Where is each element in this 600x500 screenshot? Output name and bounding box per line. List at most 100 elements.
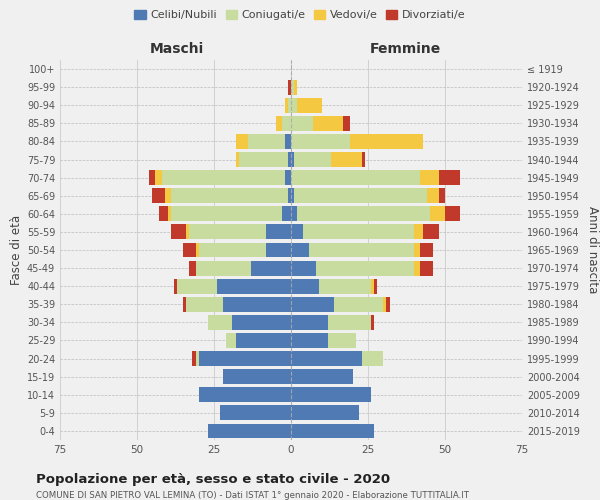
Bar (291, 333, 328, 348)
Bar (383, 297, 386, 312)
Bar (282, 206, 291, 221)
Bar (266, 242, 291, 258)
Bar (232, 315, 291, 330)
Bar (183, 242, 196, 258)
Bar (421, 170, 439, 185)
Bar (226, 333, 236, 348)
Bar (328, 333, 356, 348)
Bar (328, 315, 371, 330)
Bar (291, 260, 316, 276)
Bar (193, 351, 196, 366)
Bar (196, 242, 199, 258)
Bar (285, 98, 288, 112)
Bar (291, 242, 310, 258)
Bar (291, 424, 374, 438)
Bar (291, 134, 350, 149)
Bar (316, 260, 414, 276)
Bar (236, 152, 239, 167)
Bar (439, 170, 460, 185)
Bar (190, 224, 266, 240)
Bar (171, 206, 282, 221)
Bar (386, 297, 389, 312)
Bar (291, 279, 319, 293)
Text: Maschi: Maschi (150, 42, 204, 56)
Bar (331, 152, 362, 167)
Bar (155, 170, 161, 185)
Bar (310, 242, 414, 258)
Bar (236, 134, 248, 149)
Bar (291, 315, 328, 330)
Bar (294, 152, 331, 167)
Bar (294, 188, 427, 203)
Bar (236, 333, 291, 348)
Bar (288, 98, 291, 112)
Bar (248, 134, 285, 149)
Bar (174, 279, 177, 293)
Bar (291, 98, 297, 112)
Bar (421, 260, 433, 276)
Bar (220, 406, 291, 420)
Bar (285, 134, 291, 149)
Bar (171, 188, 288, 203)
Bar (297, 98, 322, 112)
Bar (251, 260, 291, 276)
Bar (350, 134, 424, 149)
Bar (199, 351, 291, 366)
Bar (275, 116, 282, 131)
Bar (223, 369, 291, 384)
Bar (186, 297, 223, 312)
Bar (285, 170, 291, 185)
Bar (199, 388, 291, 402)
Bar (371, 315, 374, 330)
Bar (424, 224, 439, 240)
Bar (374, 279, 377, 293)
Bar (266, 224, 291, 240)
Text: Popolazione per età, sesso e stato civile - 2020: Popolazione per età, sesso e stato civil… (36, 472, 390, 486)
Bar (430, 206, 445, 221)
Bar (313, 116, 343, 131)
Bar (291, 116, 313, 131)
Bar (161, 170, 285, 185)
Bar (343, 116, 350, 131)
Bar (196, 260, 251, 276)
Bar (319, 279, 371, 293)
Text: Femmine: Femmine (370, 42, 440, 56)
Bar (291, 388, 371, 402)
Bar (291, 206, 297, 221)
Bar (171, 224, 186, 240)
Bar (439, 188, 445, 203)
Bar (291, 369, 353, 384)
Bar (177, 279, 217, 293)
Bar (371, 279, 374, 293)
Bar (223, 297, 291, 312)
Bar (282, 116, 291, 131)
Bar (414, 242, 421, 258)
Bar (149, 170, 155, 185)
Bar (239, 152, 288, 167)
Legend: Celibi/Nubili, Coniugati/e, Vedovi/e, Divorziati/e: Celibi/Nubili, Coniugati/e, Vedovi/e, Di… (130, 6, 470, 25)
Bar (288, 80, 291, 94)
Bar (190, 260, 196, 276)
Bar (168, 206, 171, 221)
Y-axis label: Fasce di età: Fasce di età (10, 215, 23, 285)
Bar (158, 206, 168, 221)
Bar (294, 80, 297, 94)
Bar (304, 224, 414, 240)
Bar (291, 351, 362, 366)
Bar (291, 224, 304, 240)
Bar (291, 170, 421, 185)
Bar (288, 152, 291, 167)
Bar (427, 188, 439, 203)
Bar (362, 351, 383, 366)
Text: COMUNE DI SAN PIETRO VAL LEMINA (TO) - Dati ISTAT 1° gennaio 2020 - Elaborazione: COMUNE DI SAN PIETRO VAL LEMINA (TO) - D… (36, 491, 469, 500)
Bar (297, 206, 430, 221)
Y-axis label: Anni di nascita: Anni di nascita (586, 206, 599, 294)
Bar (208, 315, 232, 330)
Bar (362, 152, 365, 167)
Bar (217, 279, 291, 293)
Bar (445, 206, 460, 221)
Bar (421, 242, 433, 258)
Bar (208, 424, 291, 438)
Bar (196, 351, 199, 366)
Bar (291, 188, 294, 203)
